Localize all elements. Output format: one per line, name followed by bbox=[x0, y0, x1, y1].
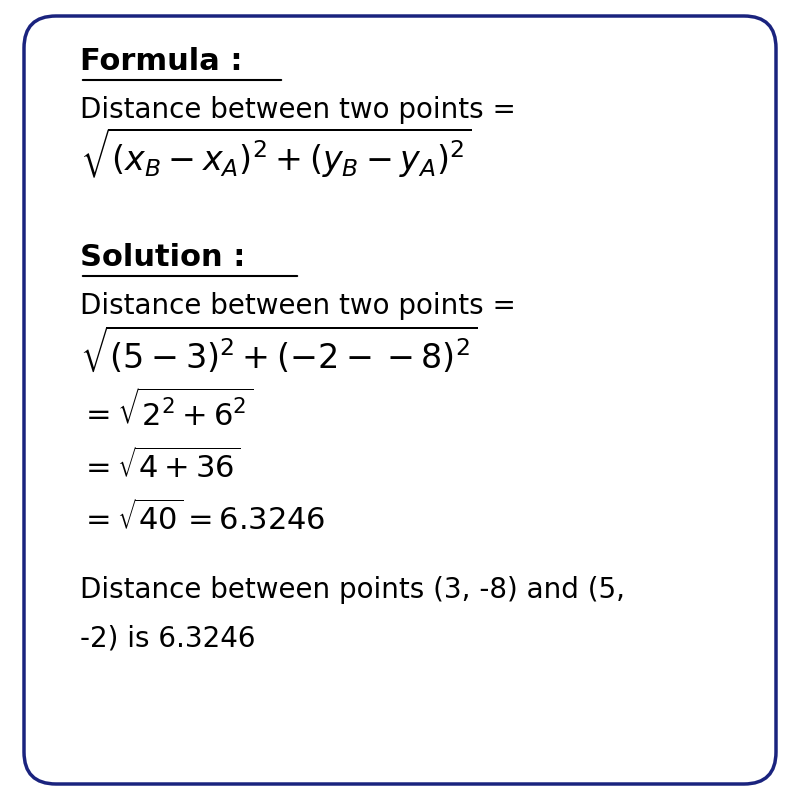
Text: Formula :: Formula : bbox=[80, 47, 242, 76]
Text: Distance between points (3, -8) and (5,: Distance between points (3, -8) and (5, bbox=[80, 576, 625, 604]
Text: $= \sqrt{4 + 36}$: $= \sqrt{4 + 36}$ bbox=[80, 448, 240, 484]
Text: $= \sqrt{40} = 6.3246$: $= \sqrt{40} = 6.3246$ bbox=[80, 500, 326, 536]
FancyBboxPatch shape bbox=[24, 16, 776, 784]
Text: $\sqrt{(5-3)^2 + (-2 - -8)^2}$: $\sqrt{(5-3)^2 + (-2 - -8)^2}$ bbox=[80, 324, 477, 376]
Text: Distance between two points =: Distance between two points = bbox=[80, 292, 516, 320]
Text: Solution :: Solution : bbox=[80, 243, 246, 272]
Text: -2) is 6.3246: -2) is 6.3246 bbox=[80, 624, 255, 652]
Text: Distance between two points =: Distance between two points = bbox=[80, 96, 516, 124]
Text: $\sqrt{(x_B - x_A)^2 + (y_B - y_A)^2}$: $\sqrt{(x_B - x_A)^2 + (y_B - y_A)^2}$ bbox=[80, 126, 472, 180]
Text: $= \sqrt{2^2 + 6^2}$: $= \sqrt{2^2 + 6^2}$ bbox=[80, 390, 253, 432]
